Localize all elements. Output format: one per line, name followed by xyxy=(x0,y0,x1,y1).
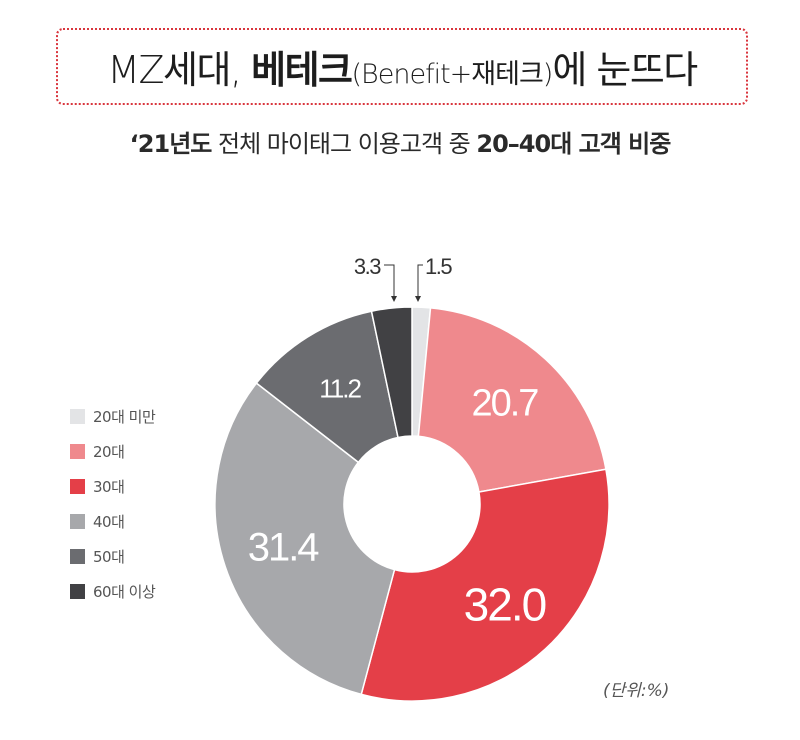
slice-value-label: 11.2 xyxy=(319,373,361,403)
unit-label: (단위:%) xyxy=(603,681,670,701)
subtitle-year: ‘21년도 xyxy=(129,130,213,158)
leader-line xyxy=(417,264,423,297)
legend-label: 50대 xyxy=(93,548,125,566)
title-keyword: 베테크 xyxy=(251,48,353,92)
legend-item: 20대 미만 xyxy=(70,399,156,434)
donut-slice xyxy=(417,307,607,493)
legend-item: 60대 이상 xyxy=(70,574,156,609)
slice-value-label: 31.4 xyxy=(248,526,320,570)
callout-value-label: 3.3 xyxy=(354,254,381,279)
legend-label: 30대 xyxy=(93,478,125,496)
slice-value-label: 20.7 xyxy=(471,383,538,425)
legend-item: 30대 xyxy=(70,469,155,504)
legend-swatch xyxy=(70,479,85,494)
chart-title: MZ세대, 베테크(Benefit+재테크)에 눈뜨다 xyxy=(107,39,698,94)
donut-slice xyxy=(255,310,399,464)
arrow-down-icon xyxy=(391,296,397,302)
legend-item: 20대 xyxy=(70,434,155,469)
legend-label: 40대 xyxy=(93,513,125,531)
legend-label: 60대 이상 xyxy=(93,583,156,601)
callout-value-label: 1.5 xyxy=(425,254,452,279)
slice-value-label: 32.0 xyxy=(464,578,546,630)
legend-swatch xyxy=(70,444,85,459)
donut-slice xyxy=(370,306,413,439)
title-part4: 에 눈뜨다 xyxy=(552,48,698,92)
legend-swatch xyxy=(70,409,85,424)
title-box: MZ세대, 베테크(Benefit+재테크)에 눈뜨다 xyxy=(56,28,748,105)
legend-swatch xyxy=(70,514,85,529)
legend-item: 50대 xyxy=(70,539,155,574)
legend-item: 40대 xyxy=(70,504,155,539)
subtitle-emphasis: 20–40대 고객 비중 xyxy=(476,130,671,158)
chart-subtitle: ‘21년도 전체 마이태그 이용고객 중 20–40대 고객 비중 xyxy=(0,124,800,159)
leader-line xyxy=(384,264,395,297)
legend-label: 20대 미만 xyxy=(93,408,156,426)
title-parenthetical: (Benefit+재테크) xyxy=(351,59,554,90)
legend-label: 20대 xyxy=(93,443,125,461)
subtitle-middle: 전체 마이태그 이용고객 중 xyxy=(211,130,477,158)
legend-swatch xyxy=(70,584,85,599)
title-part1: MZ세대, xyxy=(107,48,252,92)
donut-slice xyxy=(360,468,610,702)
arrow-down-icon xyxy=(415,296,421,302)
donut-slice xyxy=(214,382,396,696)
legend: 20대 미만 20대 30대 40대 50대 60대 이상 xyxy=(70,399,156,609)
legend-swatch xyxy=(70,549,85,564)
